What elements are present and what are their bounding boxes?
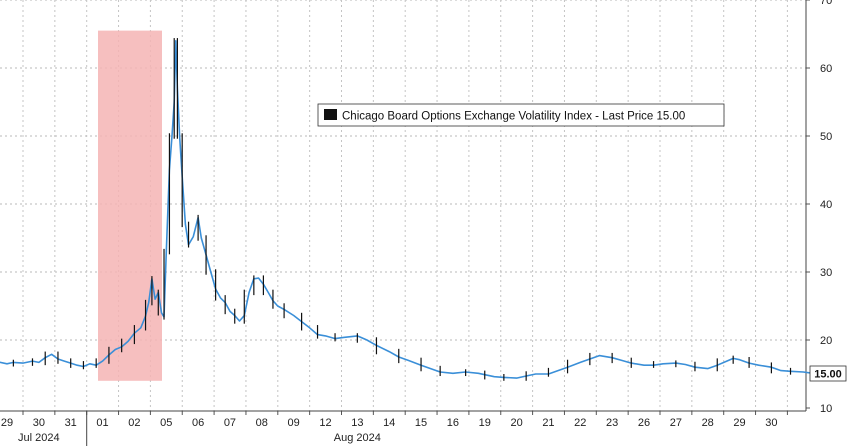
- x-tick-label: 01: [96, 417, 108, 429]
- x-tick-label: 13: [351, 417, 363, 429]
- x-tick-label: 05: [160, 417, 172, 429]
- month-label: Aug 2024: [334, 432, 381, 444]
- x-tick-label: 07: [224, 417, 236, 429]
- x-tick-label: 31: [65, 417, 77, 429]
- x-tick-label: 14: [383, 417, 395, 429]
- last-price-label: 15.00: [814, 369, 842, 381]
- x-tick-label: 15: [415, 417, 427, 429]
- month-labels: Jul 2024 Aug 2024: [18, 432, 381, 444]
- series-vix: [0, 40, 821, 379]
- x-tick-label: 29: [733, 417, 745, 429]
- x-tick-label: 30: [765, 417, 777, 429]
- legend-box: [317, 103, 725, 127]
- x-tick-label: 08: [256, 417, 268, 429]
- x-tick-label: 30: [33, 417, 45, 429]
- x-tick-label: 20: [510, 417, 522, 429]
- x-tick-label: 28: [702, 417, 714, 429]
- x-tick-label: 23: [606, 417, 618, 429]
- y-tick-label: 50: [820, 131, 832, 143]
- x-tick-label: 27: [670, 417, 682, 429]
- gridlines: [0, 0, 806, 411]
- x-tick-label: 19: [479, 417, 491, 429]
- last-price-tag: 15.00: [809, 365, 847, 382]
- x-tick-label: 09: [288, 417, 300, 429]
- y-tick-label: 20: [820, 335, 832, 347]
- legend: Chicago Board Options Exchange Volatilit…: [317, 103, 725, 127]
- month-label: Jul 2024: [18, 432, 60, 444]
- x-tick-label: 29: [1, 417, 13, 429]
- y-tick-label: 60: [820, 63, 832, 75]
- highlight-region: [98, 30, 162, 381]
- x-tick-label: 06: [192, 417, 204, 429]
- legend-label: Chicago Board Options Exchange Volatilit…: [342, 111, 685, 123]
- x-tick-label: 21: [542, 417, 554, 429]
- y-tick-label: 10: [820, 403, 832, 415]
- x-tick-label: 22: [574, 417, 586, 429]
- x-axis-ticks: 29 30 31 01 02 05 06 07 08 09 12 13 14 15 16 19 20 21 22 23…: [1, 417, 778, 429]
- series-line: [0, 40, 821, 379]
- axes: [0, 0, 810, 446]
- x-tick-label: 02: [128, 417, 140, 429]
- candle-marks: [12, 38, 814, 381]
- x-tick-label: 26: [638, 417, 650, 429]
- x-tick-label: 16: [447, 417, 459, 429]
- y-tick-label: 70: [820, 0, 832, 7]
- legend-swatch: [324, 109, 337, 120]
- x-tick-label: 12: [319, 417, 331, 429]
- y-tick-label: 40: [820, 199, 832, 211]
- y-tick-label: 30: [820, 267, 832, 279]
- last-price-box: [809, 365, 847, 382]
- y-axis-ticks: 10 20 30 40 50 60 70: [820, 0, 832, 415]
